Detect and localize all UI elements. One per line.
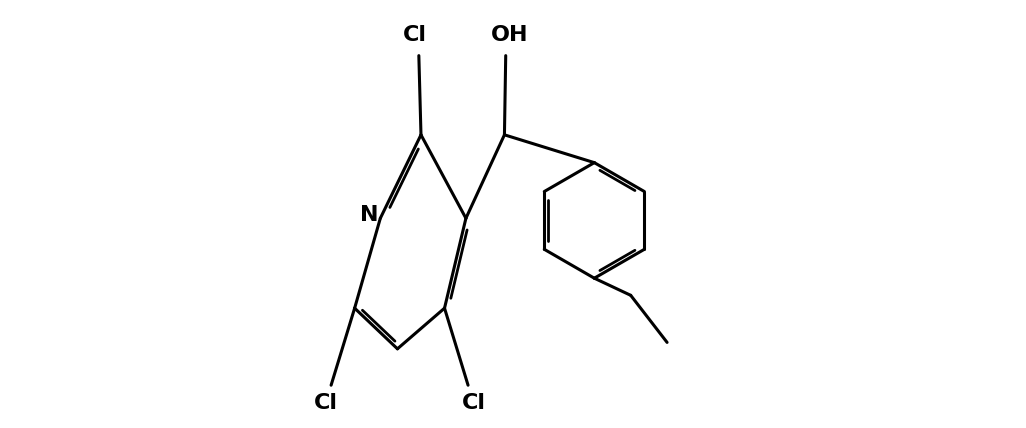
Text: Cl: Cl bbox=[314, 393, 338, 413]
Text: Cl: Cl bbox=[402, 25, 427, 45]
Text: OH: OH bbox=[491, 25, 528, 45]
Text: N: N bbox=[359, 205, 378, 225]
Text: Cl: Cl bbox=[462, 393, 485, 413]
